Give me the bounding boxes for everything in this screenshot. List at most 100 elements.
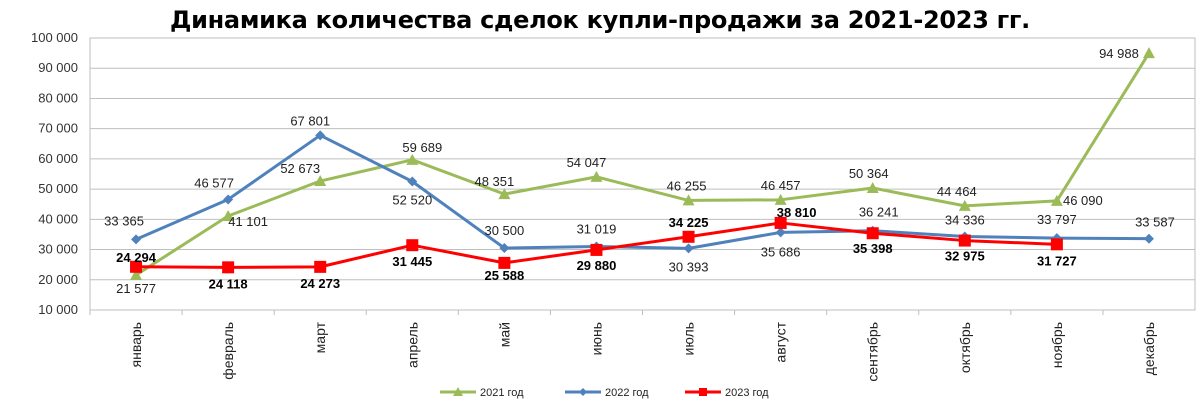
x-tick-label: июль [681,322,697,355]
data-point-triangle [222,210,235,222]
data-label: 25 588 [484,268,524,283]
x-tick-label: декабрь [1141,322,1157,375]
data-label: 21 577 [116,281,156,296]
series-2022-год [131,130,1154,254]
data-label: 52 520 [392,192,432,207]
data-point-diamond [683,243,694,254]
data-point-triangle [1050,194,1063,206]
data-label: 33 797 [1037,212,1077,227]
data-label: 46 255 [667,178,707,193]
data-label: 44 464 [937,184,977,199]
data-label: 34 336 [945,212,985,227]
x-tick-label: июнь [588,322,604,355]
legend-marker-square [699,388,707,396]
data-label: 31 019 [577,221,617,236]
data-label: 24 273 [300,276,340,291]
data-label: 41 101 [228,214,268,229]
data-point-diamond [131,234,142,245]
data-point-diamond [1143,233,1154,244]
x-tick-label: сентябрь [865,322,881,382]
data-label: 38 810 [777,205,817,220]
y-tick-label: 80 000 [38,90,78,105]
grid-layer [89,37,1196,311]
series-2023-год [130,216,1063,274]
data-label: 29 880 [577,258,617,273]
data-label: 54 047 [567,155,607,170]
data-point-square [590,243,603,256]
data-point-diamond [315,130,326,141]
y-tick-label: 70 000 [38,121,78,136]
legend-label: 2022 год [605,387,649,399]
data-point-diamond [407,176,418,187]
data-point-triangle [682,194,695,206]
data-label: 31 445 [392,254,432,269]
legend-marker-triangle [453,387,463,396]
data-label: 36 241 [859,205,899,220]
x-tick-label: январь [128,322,144,367]
data-label: 46 090 [1063,193,1103,208]
y-tick-label: 20 000 [38,272,78,287]
y-tick-label: 60 000 [38,151,78,166]
data-label: 24 118 [209,276,248,291]
data-label: 34 225 [669,215,709,230]
data-point-triangle [498,188,511,200]
data-point-triangle [314,175,327,187]
data-point-square [130,260,143,273]
series-line [135,52,1151,277]
data-label: 32 975 [945,249,985,264]
data-label: 46 457 [761,178,801,193]
legend-label: 2023 год [725,387,769,399]
data-label: 24 294 [116,250,157,265]
x-tick-label: февраль [220,322,236,380]
y-tick-label: 50 000 [38,181,78,196]
data-point-diamond [223,194,234,205]
legend-item: 2022 год [565,387,649,399]
x-tick-label: октябрь [957,322,973,373]
data-point-square [774,216,787,229]
data-label-layer: 21 577 41 101 52 673 59 689 48 351 54 047 46 2… [104,46,1175,296]
data-label: 30 500 [484,223,524,238]
y-tick-label: 40 000 [38,211,78,226]
data-point-triangle [590,170,603,182]
chart-title: Динамика количества сделок купли-продажи… [170,6,1030,34]
x-tick-label: март [312,321,328,353]
data-point-square [222,261,235,274]
y-tick-label: 90 000 [38,60,78,75]
legend-label: 2021 год [480,387,524,399]
data-label: 31 727 [1037,253,1077,268]
x-tick-label: май [496,322,512,347]
x-tick-label: ноябрь [1049,322,1065,368]
data-point-triangle [406,153,419,165]
series-2021-год [130,47,1155,281]
axis-layer: 10 000 20 000 30 000 40 000 50 000 60 000 70 0… [31,30,1157,382]
data-point-square [682,230,695,243]
plot-area-border [89,37,1196,311]
data-point-triangle [774,193,787,205]
data-point-triangle [130,269,143,281]
data-label: 94 988 [1099,46,1139,61]
x-tick-label: август [773,321,789,362]
data-point-square [498,256,511,269]
data-label: 33 587 [1135,215,1175,230]
legend: 2021 год 2022 год 2023 год [440,387,769,399]
legend-item: 2021 год [440,387,524,399]
data-point-square [314,260,327,273]
data-point-diamond [499,243,510,254]
series-layer [130,47,1155,281]
data-label: 33 365 [104,213,144,228]
data-point-square [958,234,971,247]
data-point-square [406,239,419,252]
data-label: 59 689 [402,140,442,155]
data-point-triangle [866,182,879,194]
y-tick-label: 10 000 [38,302,78,317]
y-tick-label: 100 000 [31,30,78,45]
x-tick-label: апрель [404,322,420,368]
data-label: 48 351 [474,174,514,189]
data-point-triangle [1142,47,1155,59]
data-label: 46 577 [194,175,234,190]
y-tick-label: 30 000 [38,242,78,257]
data-label: 35 398 [853,241,893,256]
data-point-square [1050,238,1063,251]
data-label: 30 393 [669,259,709,274]
